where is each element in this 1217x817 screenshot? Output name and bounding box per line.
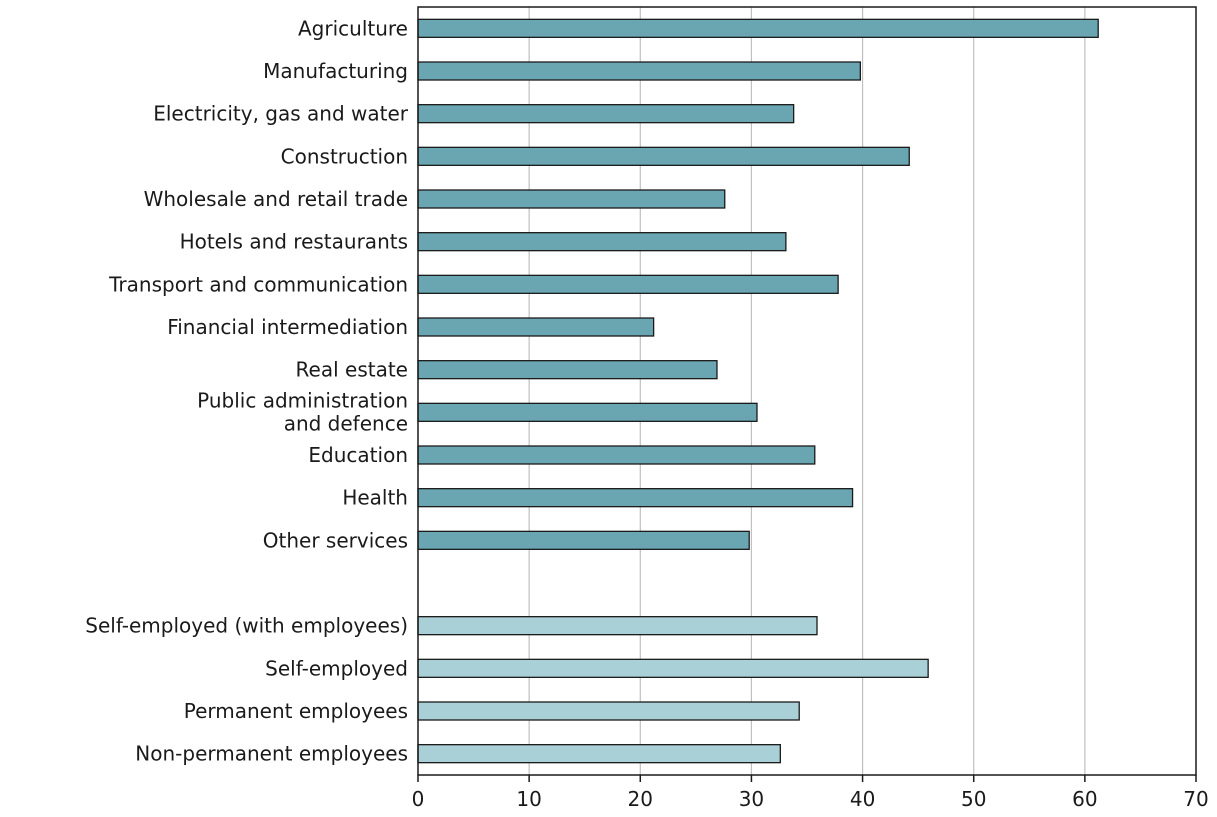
category-label: Agriculture bbox=[298, 16, 408, 40]
tick-labels: 0 10 20 30 40 50 60 70 bbox=[412, 787, 1209, 811]
x-tick-label: 0 bbox=[412, 787, 425, 811]
category-label: Health bbox=[342, 486, 408, 510]
bar bbox=[417, 658, 929, 678]
x-tick-label: 10 bbox=[516, 787, 541, 811]
bar bbox=[417, 61, 861, 81]
category-label: Manufacturing bbox=[263, 59, 408, 83]
bar bbox=[417, 744, 781, 764]
axes bbox=[417, 6, 1197, 782]
x-tick-label: 50 bbox=[961, 787, 986, 811]
plot-frame bbox=[417, 6, 1197, 776]
x-tick-label: 60 bbox=[1072, 787, 1097, 811]
bar bbox=[417, 18, 1099, 38]
bar bbox=[417, 445, 816, 465]
category-label: Construction bbox=[281, 144, 408, 168]
category-label: Self-employed bbox=[265, 656, 408, 680]
category-label: Permanent employees bbox=[184, 699, 408, 723]
bar bbox=[417, 146, 910, 166]
x-tick-label: 30 bbox=[739, 787, 764, 811]
bar bbox=[417, 488, 854, 508]
category-label: Transport and communication bbox=[108, 272, 408, 296]
category-label: Public administration and defence bbox=[197, 388, 408, 435]
category-label: Education bbox=[308, 443, 408, 467]
category-label: Hotels and restaurants bbox=[180, 230, 408, 254]
category-label: Real estate bbox=[296, 358, 408, 382]
bar bbox=[417, 232, 787, 252]
category-label: Wholesale and retail trade bbox=[144, 187, 408, 211]
category-label: Other services bbox=[263, 528, 408, 552]
category-label: Self-employed (with employees) bbox=[85, 614, 408, 638]
bar bbox=[417, 189, 726, 209]
bar bbox=[417, 360, 718, 380]
grid-lines bbox=[528, 7, 1086, 775]
bar bbox=[417, 317, 655, 337]
bar bbox=[417, 530, 750, 550]
category-labels: Agriculture Manufacturing Electricity, gas… bbox=[85, 16, 409, 765]
category-label: Financial intermediation bbox=[167, 315, 408, 339]
x-tick-label: 40 bbox=[850, 787, 875, 811]
bar bbox=[417, 104, 795, 124]
category-label: Electricity, gas and water bbox=[153, 102, 409, 126]
category-label: Non-permanent employees bbox=[135, 742, 408, 766]
bar bbox=[417, 274, 839, 294]
bar bbox=[417, 402, 758, 422]
x-tick-label: 20 bbox=[628, 787, 653, 811]
bar bbox=[417, 616, 818, 636]
bar bbox=[417, 701, 800, 721]
x-tick-label: 70 bbox=[1183, 787, 1208, 811]
bars bbox=[417, 18, 1099, 764]
